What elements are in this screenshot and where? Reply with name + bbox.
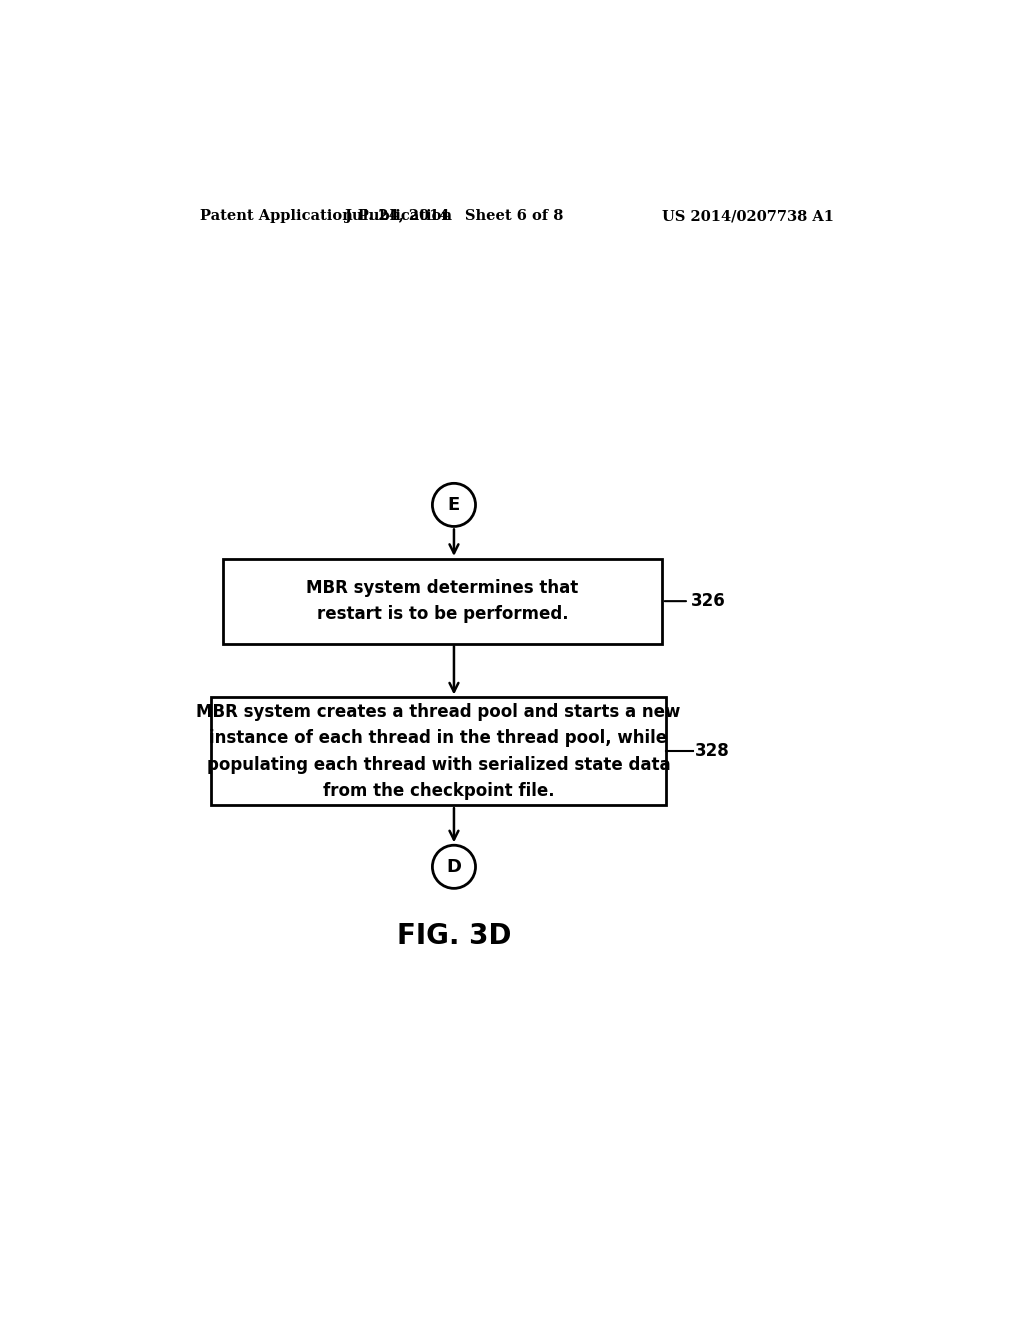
Text: Patent Application Publication: Patent Application Publication (200, 209, 452, 223)
Bar (211, 697, 666, 805)
Text: 326: 326 (691, 593, 726, 610)
Text: MBR system creates a thread pool and starts a new
instance of each thread in the: MBR system creates a thread pool and sta… (197, 702, 681, 800)
Text: MBR system determines that
restart is to be performed.: MBR system determines that restart is to… (306, 579, 579, 623)
Text: Jul. 24, 2014   Sheet 6 of 8: Jul. 24, 2014 Sheet 6 of 8 (345, 209, 563, 223)
Text: D: D (446, 858, 462, 875)
Circle shape (432, 845, 475, 888)
Text: FIG. 3D: FIG. 3D (396, 923, 511, 950)
Text: US 2014/0207738 A1: US 2014/0207738 A1 (662, 209, 834, 223)
Circle shape (432, 483, 475, 527)
Bar (223, 558, 662, 644)
Text: 328: 328 (695, 742, 730, 760)
Text: E: E (447, 496, 460, 513)
